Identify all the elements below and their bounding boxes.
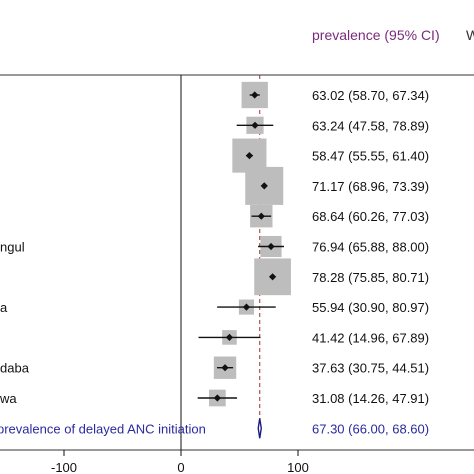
study-estimate-text: 68.64 (60.26, 77.03) bbox=[312, 209, 429, 224]
study-point-estimate bbox=[251, 121, 259, 129]
study-label: wa bbox=[0, 391, 17, 406]
study-point-estimate bbox=[260, 182, 268, 190]
study-point-estimate bbox=[268, 273, 277, 281]
study-estimate-text: 41.42 (14.96, 67.89) bbox=[312, 330, 429, 345]
x-tick-label: 100 bbox=[287, 460, 309, 474]
forest-text: 63.02 (58.70, 67.34) 63.24 (47.58, 78.89)… bbox=[0, 88, 429, 474]
study-estimate-text: 63.24 (47.58, 78.89) bbox=[312, 118, 429, 133]
forest-marks bbox=[63, 75, 299, 456]
weight-column-header: W bbox=[466, 27, 474, 43]
study-estimate-text: 71.17 (68.96, 73.39) bbox=[312, 179, 429, 194]
x-tick-label: 0 bbox=[177, 460, 184, 474]
study-label: a bbox=[0, 300, 8, 315]
study-point-estimate bbox=[267, 242, 275, 251]
pooled-diamond bbox=[257, 418, 262, 439]
study-point-estimate bbox=[213, 394, 221, 402]
estimate-column-header: prevalence (95% CI) bbox=[312, 27, 440, 43]
study-estimate-text: 76.94 (65.88, 88.00) bbox=[312, 240, 429, 255]
study-estimate-text: 63.02 (58.70, 67.34) bbox=[312, 88, 429, 103]
study-estimate-text: 78.28 (75.85, 80.71) bbox=[312, 270, 429, 285]
study-estimate-text: 31.08 (14.26, 47.91) bbox=[312, 391, 429, 406]
study-point-estimate bbox=[225, 333, 234, 341]
study-point-estimate bbox=[257, 212, 265, 220]
study-estimate-text: 55.94 (30.90, 80.97) bbox=[312, 300, 429, 315]
study-label: ngul bbox=[0, 240, 25, 255]
study-point-estimate bbox=[242, 303, 251, 311]
study-estimate-text: 37.63 (30.75, 44.51) bbox=[312, 361, 429, 376]
pooled-estimate-text: 67.30 (66.00, 68.60) bbox=[312, 421, 429, 436]
study-point-estimate bbox=[245, 152, 254, 160]
study-point-estimate bbox=[251, 91, 259, 99]
study-estimate-text: 58.47 (55.55, 61.40) bbox=[312, 149, 429, 164]
x-tick-label: -100 bbox=[51, 460, 77, 474]
pooled-label: prevalence of delayed ANC initiation bbox=[0, 421, 206, 436]
study-point-estimate bbox=[221, 364, 229, 372]
study-label: daba bbox=[0, 361, 30, 376]
